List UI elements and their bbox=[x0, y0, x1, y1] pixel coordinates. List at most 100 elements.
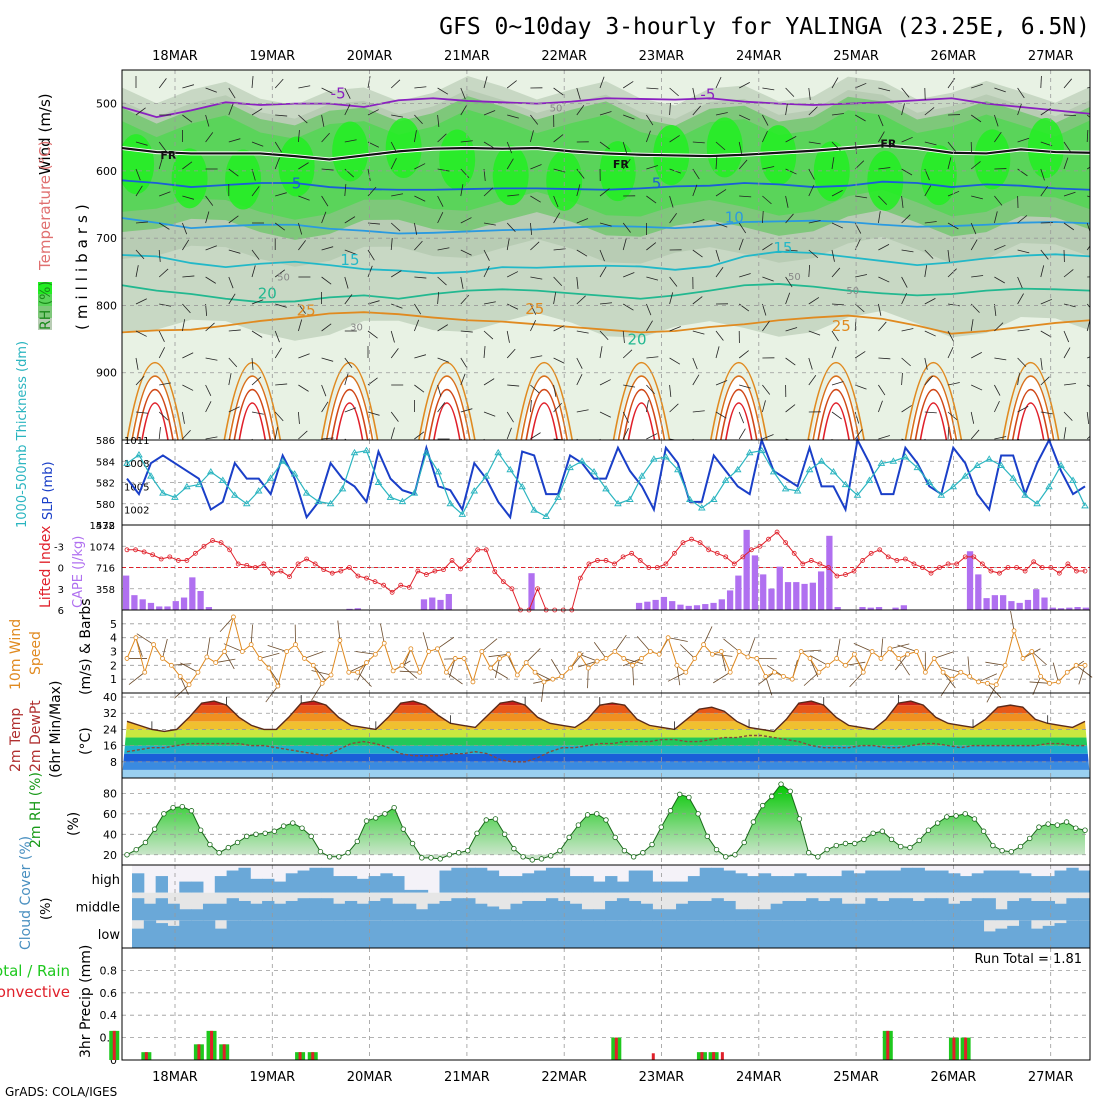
li-point bbox=[1039, 565, 1045, 570]
cloud-cell bbox=[687, 876, 701, 893]
cloud-cell bbox=[415, 889, 429, 893]
li-point bbox=[158, 556, 164, 562]
rh-point bbox=[566, 834, 572, 841]
wind-barb bbox=[669, 403, 679, 413]
cape-bar bbox=[669, 601, 676, 610]
wind-barb-10m bbox=[223, 643, 243, 652]
rh-point bbox=[676, 791, 683, 798]
wind-speed-point bbox=[781, 674, 786, 679]
wind-barb bbox=[530, 320, 537, 332]
precip-conv-bar bbox=[112, 1030, 116, 1060]
wind-barb bbox=[228, 87, 236, 99]
wind-speed-point bbox=[319, 680, 325, 686]
rh-point bbox=[271, 828, 278, 834]
cloud-cell bbox=[865, 870, 878, 893]
cape-bar bbox=[834, 607, 841, 610]
cloud-cell bbox=[427, 903, 441, 921]
wind-barb bbox=[971, 275, 984, 278]
wind-barb-10m bbox=[495, 658, 500, 679]
wind-barb bbox=[715, 330, 724, 341]
axis-labels: Wind (m/s) Temperature (°C) RH (%) (mill… bbox=[0, 93, 1082, 1099]
rh-point bbox=[925, 827, 932, 833]
cloud-cell bbox=[948, 920, 961, 948]
wind-speed-point bbox=[488, 665, 494, 671]
cape-bar bbox=[743, 529, 750, 610]
wind-barb bbox=[785, 195, 789, 208]
wind-barb bbox=[530, 164, 542, 170]
cloud-cell bbox=[1066, 920, 1079, 948]
wind-barb-10m bbox=[723, 638, 740, 652]
bottom-date-20MAR: 20MAR bbox=[347, 1070, 393, 1085]
li-point bbox=[637, 558, 643, 563]
wind-speed-point bbox=[647, 649, 653, 654]
cloud-cell bbox=[1042, 900, 1056, 921]
cloud-cell bbox=[841, 903, 854, 921]
cloud-cell bbox=[155, 923, 168, 948]
wind-barb bbox=[1017, 329, 1030, 332]
wind-barb bbox=[785, 168, 797, 175]
cloud-cell bbox=[829, 920, 843, 948]
profile-ylabel-temp: Temperature (°C) bbox=[36, 141, 54, 271]
temp-ylabel-4: (°C) bbox=[78, 727, 94, 755]
cloud-cell bbox=[214, 903, 228, 921]
wind-barb bbox=[460, 330, 473, 333]
thickness-point bbox=[506, 465, 514, 473]
rh-dry-pocket bbox=[811, 376, 862, 440]
wind-barb bbox=[367, 265, 373, 278]
cloud-cell bbox=[463, 898, 476, 921]
cloud-cell bbox=[404, 903, 417, 921]
cape-bar bbox=[1066, 607, 1073, 610]
top-date-19MAR: 19MAR bbox=[249, 49, 295, 64]
wind-barb bbox=[646, 433, 658, 440]
cloud-cell bbox=[817, 876, 831, 893]
wind-barb bbox=[924, 221, 937, 224]
wind-barb bbox=[344, 139, 357, 143]
wind-barb bbox=[1087, 356, 1090, 359]
cloud-cell bbox=[202, 903, 216, 921]
wind-barb-10m bbox=[265, 685, 279, 703]
contour-label: 5 bbox=[652, 174, 662, 192]
rh-point bbox=[852, 840, 858, 847]
wind-barb bbox=[274, 411, 284, 422]
wind-barb bbox=[715, 346, 720, 359]
wind-barb bbox=[669, 438, 678, 440]
wind-barb bbox=[530, 276, 543, 280]
wind-barb-10m bbox=[525, 648, 541, 663]
bottom-date-27MAR: 27MAR bbox=[1028, 1070, 1074, 1085]
wind-speed-point bbox=[1055, 679, 1061, 685]
rh-dry-pocket bbox=[324, 376, 375, 440]
wind-barb bbox=[692, 219, 705, 224]
wind-speed-point bbox=[151, 642, 157, 647]
cloud-cell bbox=[628, 870, 642, 893]
wind-barb bbox=[1017, 168, 1028, 177]
wind-barb bbox=[530, 400, 532, 413]
wind-barb bbox=[924, 141, 937, 146]
li-point bbox=[150, 552, 156, 558]
precip-conv-bar bbox=[964, 1037, 968, 1060]
wind-barb bbox=[692, 249, 703, 258]
wind-barb bbox=[205, 245, 217, 251]
li-point bbox=[731, 561, 737, 567]
wind-barb bbox=[692, 296, 703, 305]
wind-barb-10m bbox=[577, 660, 598, 668]
cloud-cell bbox=[214, 876, 228, 893]
wind-barb bbox=[901, 249, 914, 253]
wind-speed-point bbox=[887, 646, 893, 652]
temp-contour-hot bbox=[233, 389, 272, 440]
rh-blob-90 bbox=[171, 148, 208, 209]
cloud-cell bbox=[948, 903, 961, 921]
temp-contour-hot bbox=[919, 402, 948, 440]
wind-barb bbox=[762, 195, 772, 205]
rh-point bbox=[124, 852, 130, 858]
cape-bar bbox=[1033, 589, 1040, 610]
wind-barb bbox=[623, 272, 635, 278]
cloud-cell bbox=[439, 870, 452, 893]
wind-barb bbox=[739, 195, 752, 198]
cape-bar bbox=[437, 599, 444, 610]
li-point bbox=[355, 573, 361, 579]
wind-barb-10m bbox=[668, 637, 688, 642]
wind-barb bbox=[576, 218, 589, 224]
wind-barb bbox=[182, 275, 195, 278]
cape-bar bbox=[528, 573, 535, 610]
wind-barb bbox=[970, 429, 980, 440]
